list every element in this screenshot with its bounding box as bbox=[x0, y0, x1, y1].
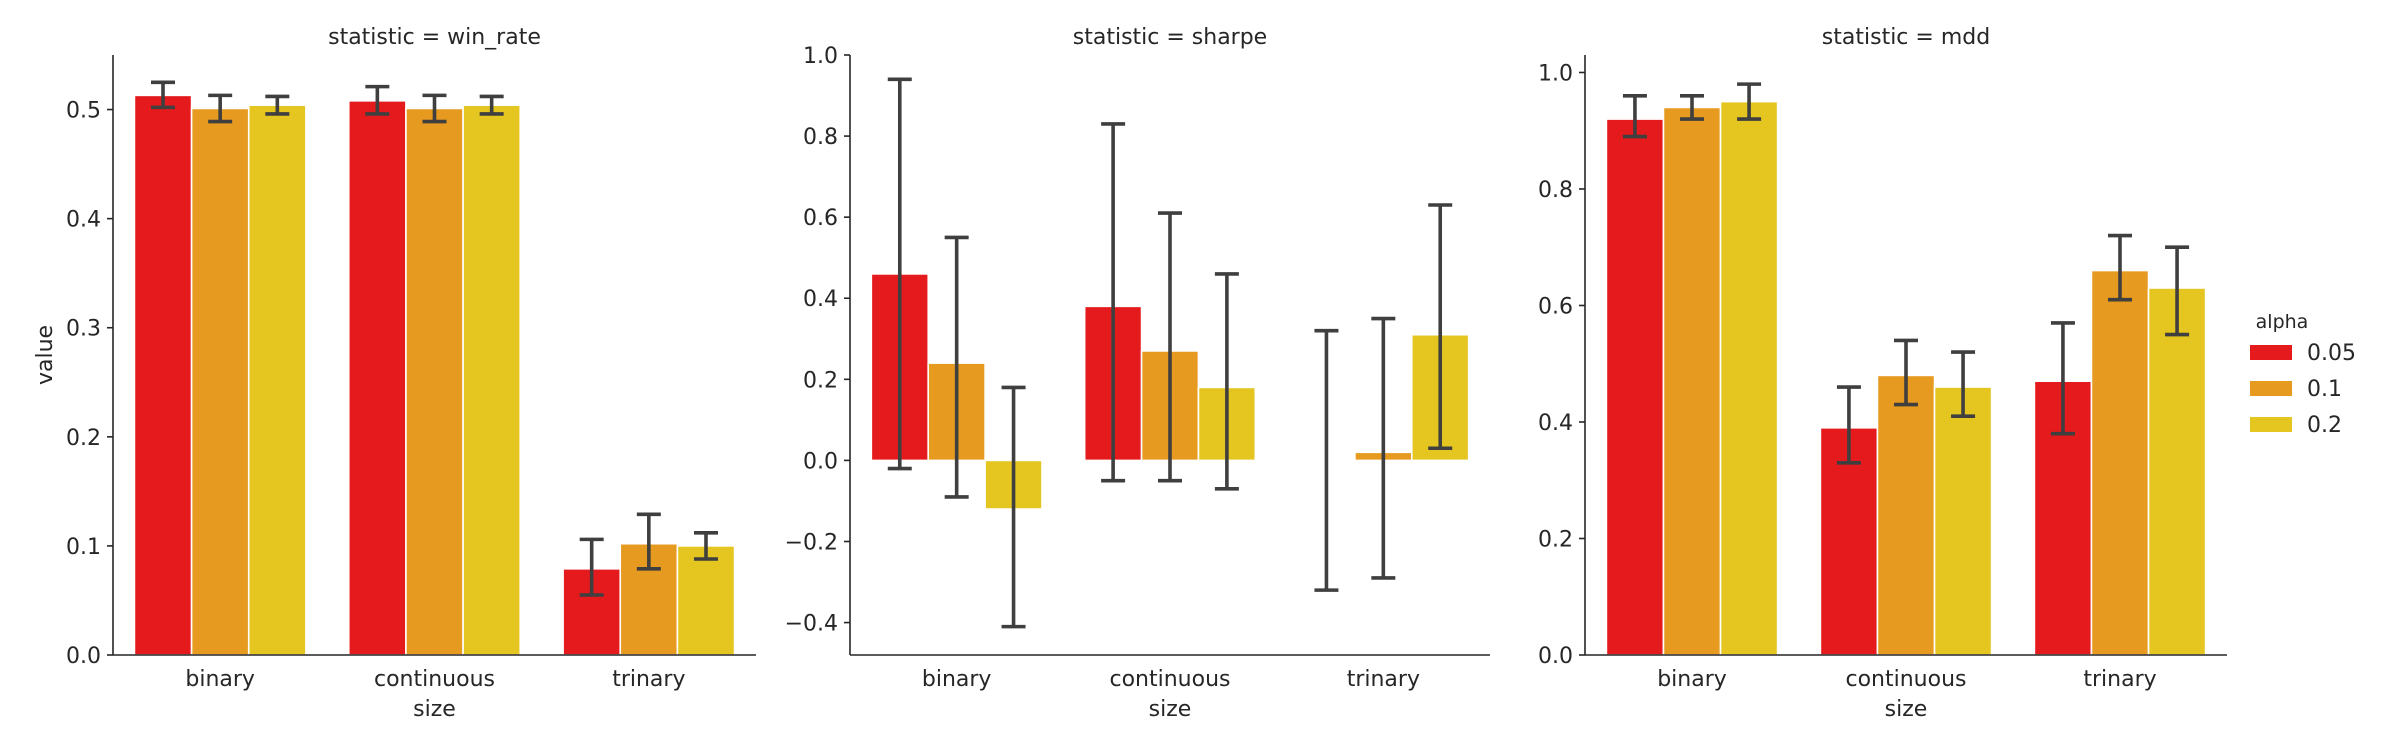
x-tick-label: trinary bbox=[2083, 667, 2156, 692]
legend-label: 0.1 bbox=[2307, 377, 2342, 402]
y-tick-label: 0.0 bbox=[803, 449, 838, 474]
legend: alpha 0.05 0.1 0.2 bbox=[2250, 311, 2356, 438]
bar bbox=[405, 107, 464, 656]
x-tick-label: binary bbox=[185, 667, 255, 692]
legend-swatch bbox=[2250, 417, 2292, 432]
panel-title: statistic = mdd bbox=[1822, 25, 1990, 50]
bar bbox=[247, 104, 307, 656]
legend-swatch bbox=[2250, 345, 2292, 360]
y-tick-label: 0.6 bbox=[803, 206, 838, 231]
legend-title: alpha bbox=[2256, 311, 2309, 333]
panel-1: statistic = win_rate 0.0 0.1 0.2 0.3 0.4 0.5 bi… bbox=[33, 25, 756, 722]
y-tick-label: 0.8 bbox=[803, 125, 838, 150]
x-tick-label: continuous bbox=[374, 667, 495, 692]
panel-2: statistic = sharpe −0.4 −0.2 0.0 0.2 0.4 0.6 0.… bbox=[785, 25, 1490, 722]
bar bbox=[462, 104, 522, 656]
legend-label: 0.2 bbox=[2307, 413, 2342, 438]
legend-label: 0.05 bbox=[2307, 341, 2356, 366]
bar bbox=[1662, 106, 1722, 656]
x-axis-label: size bbox=[413, 697, 456, 722]
x-axis-label: size bbox=[1149, 697, 1192, 722]
bar bbox=[347, 100, 407, 656]
panel-3: statistic = mdd 0.0 0.2 0.4 0.6 0.8 1.0 binary c… bbox=[1538, 25, 2227, 722]
x-tick-label: continuous bbox=[1846, 667, 1967, 692]
bar bbox=[1719, 100, 1779, 656]
x-tick-label: binary bbox=[922, 667, 992, 692]
x-tick-label: trinary bbox=[1347, 667, 1420, 692]
y-tick-label: 0.4 bbox=[66, 208, 101, 233]
y-tick-label: 0.2 bbox=[1538, 527, 1573, 552]
y-tick-label: 0.0 bbox=[1538, 644, 1573, 669]
y-tick-label: 0.3 bbox=[66, 317, 101, 342]
y-tick-label: 0.4 bbox=[1538, 411, 1573, 436]
y-tick-label: 0.2 bbox=[66, 426, 101, 451]
y-tick-label: 0.8 bbox=[1538, 178, 1573, 203]
bar bbox=[190, 107, 250, 656]
legend-swatch bbox=[2250, 381, 2292, 396]
y-tick-label: −0.2 bbox=[785, 530, 838, 555]
bar bbox=[1819, 427, 1879, 656]
x-tick-label: trinary bbox=[612, 667, 685, 692]
y-tick-label: 0.2 bbox=[803, 368, 838, 393]
panel-title: statistic = win_rate bbox=[328, 25, 541, 50]
x-tick-label: binary bbox=[1657, 667, 1727, 692]
x-tick-label: continuous bbox=[1110, 667, 1231, 692]
bar bbox=[2147, 287, 2207, 656]
y-tick-label: 1.0 bbox=[1538, 61, 1573, 86]
y-axis-label: value bbox=[33, 325, 58, 385]
bar bbox=[1876, 374, 1936, 656]
y-tick-label: −0.4 bbox=[785, 612, 838, 637]
bar bbox=[1933, 386, 1993, 656]
bar bbox=[676, 545, 736, 656]
y-tick-label: 0.4 bbox=[803, 287, 838, 312]
x-axis-label: size bbox=[1885, 697, 1928, 722]
bar bbox=[2090, 269, 2150, 656]
y-tick-label: 0.6 bbox=[1538, 294, 1573, 319]
bar bbox=[1605, 118, 1665, 656]
panel-title: statistic = sharpe bbox=[1073, 25, 1267, 50]
y-tick-label: 0.5 bbox=[66, 99, 101, 124]
y-tick-label: 0.1 bbox=[66, 535, 101, 560]
y-tick-label: 1.0 bbox=[803, 44, 838, 69]
bar bbox=[133, 94, 193, 656]
y-tick-label: 0.0 bbox=[66, 644, 101, 669]
